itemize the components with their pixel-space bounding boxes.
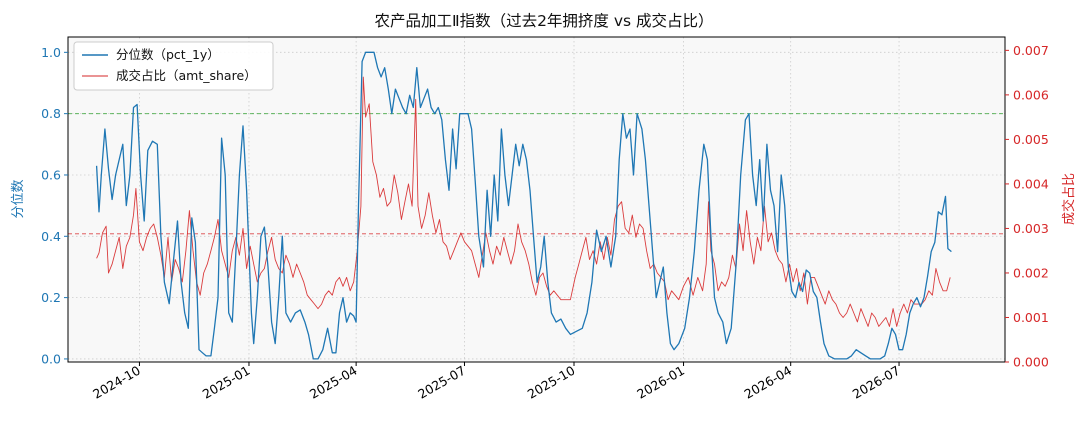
legend-label-pct: 分位数（pct_1y） xyxy=(116,47,220,62)
x-tick-label: 2026-01 xyxy=(634,363,687,402)
legend: 分位数（pct_1y） 成交占比（amt_share） xyxy=(73,41,274,91)
y-right-tick-label: 0.007 xyxy=(1013,43,1049,58)
y-left-tick-label: 1.0 xyxy=(41,45,61,60)
y-right-tick-label: 0.004 xyxy=(1013,176,1049,191)
y-right-tick-label: 0.000 xyxy=(1013,355,1049,370)
y-left-tick-label: 0.8 xyxy=(41,106,61,121)
x-tick-label: 2026-04 xyxy=(741,363,794,402)
x-tick-label: 2026-07 xyxy=(850,363,903,402)
y-right-tick-label: 0.001 xyxy=(1013,310,1049,325)
y-right-tick-label: 0.002 xyxy=(1013,265,1049,280)
y-right-tick-label: 0.003 xyxy=(1013,221,1049,236)
y-right-tick-label: 0.006 xyxy=(1013,87,1049,102)
x-tick-label: 2025-10 xyxy=(525,363,578,402)
series-lines xyxy=(95,51,952,360)
series-line-amt xyxy=(96,76,951,327)
legend-label-amt: 成交占比（amt_share） xyxy=(116,68,257,83)
reference-lines xyxy=(68,113,1005,235)
y-right-tick-label: 0.005 xyxy=(1013,132,1049,147)
x-tick-label: 2025-01 xyxy=(200,363,253,402)
legend-box xyxy=(73,41,274,91)
y-left-tick-label: 0.0 xyxy=(41,351,61,366)
y-left-label: 分位数 xyxy=(11,179,26,218)
chart-title: 农产品加工Ⅱ指数（过去2年拥挤度 vs 成交占比） xyxy=(374,12,713,30)
x-tick-label: 2025-04 xyxy=(307,363,360,402)
x-tick-label: 2024-10 xyxy=(90,363,143,402)
y-left-tick-label: 0.4 xyxy=(41,229,61,244)
series-line-pct xyxy=(95,51,952,360)
x-tick-label: 2025-07 xyxy=(415,363,468,402)
y-left-tick-label: 0.2 xyxy=(41,290,61,305)
y-right-label: 成交占比 xyxy=(1061,173,1077,225)
plot-frame xyxy=(67,36,1006,363)
y-left-tick-label: 0.6 xyxy=(41,167,61,182)
grid-lines xyxy=(68,37,1005,362)
